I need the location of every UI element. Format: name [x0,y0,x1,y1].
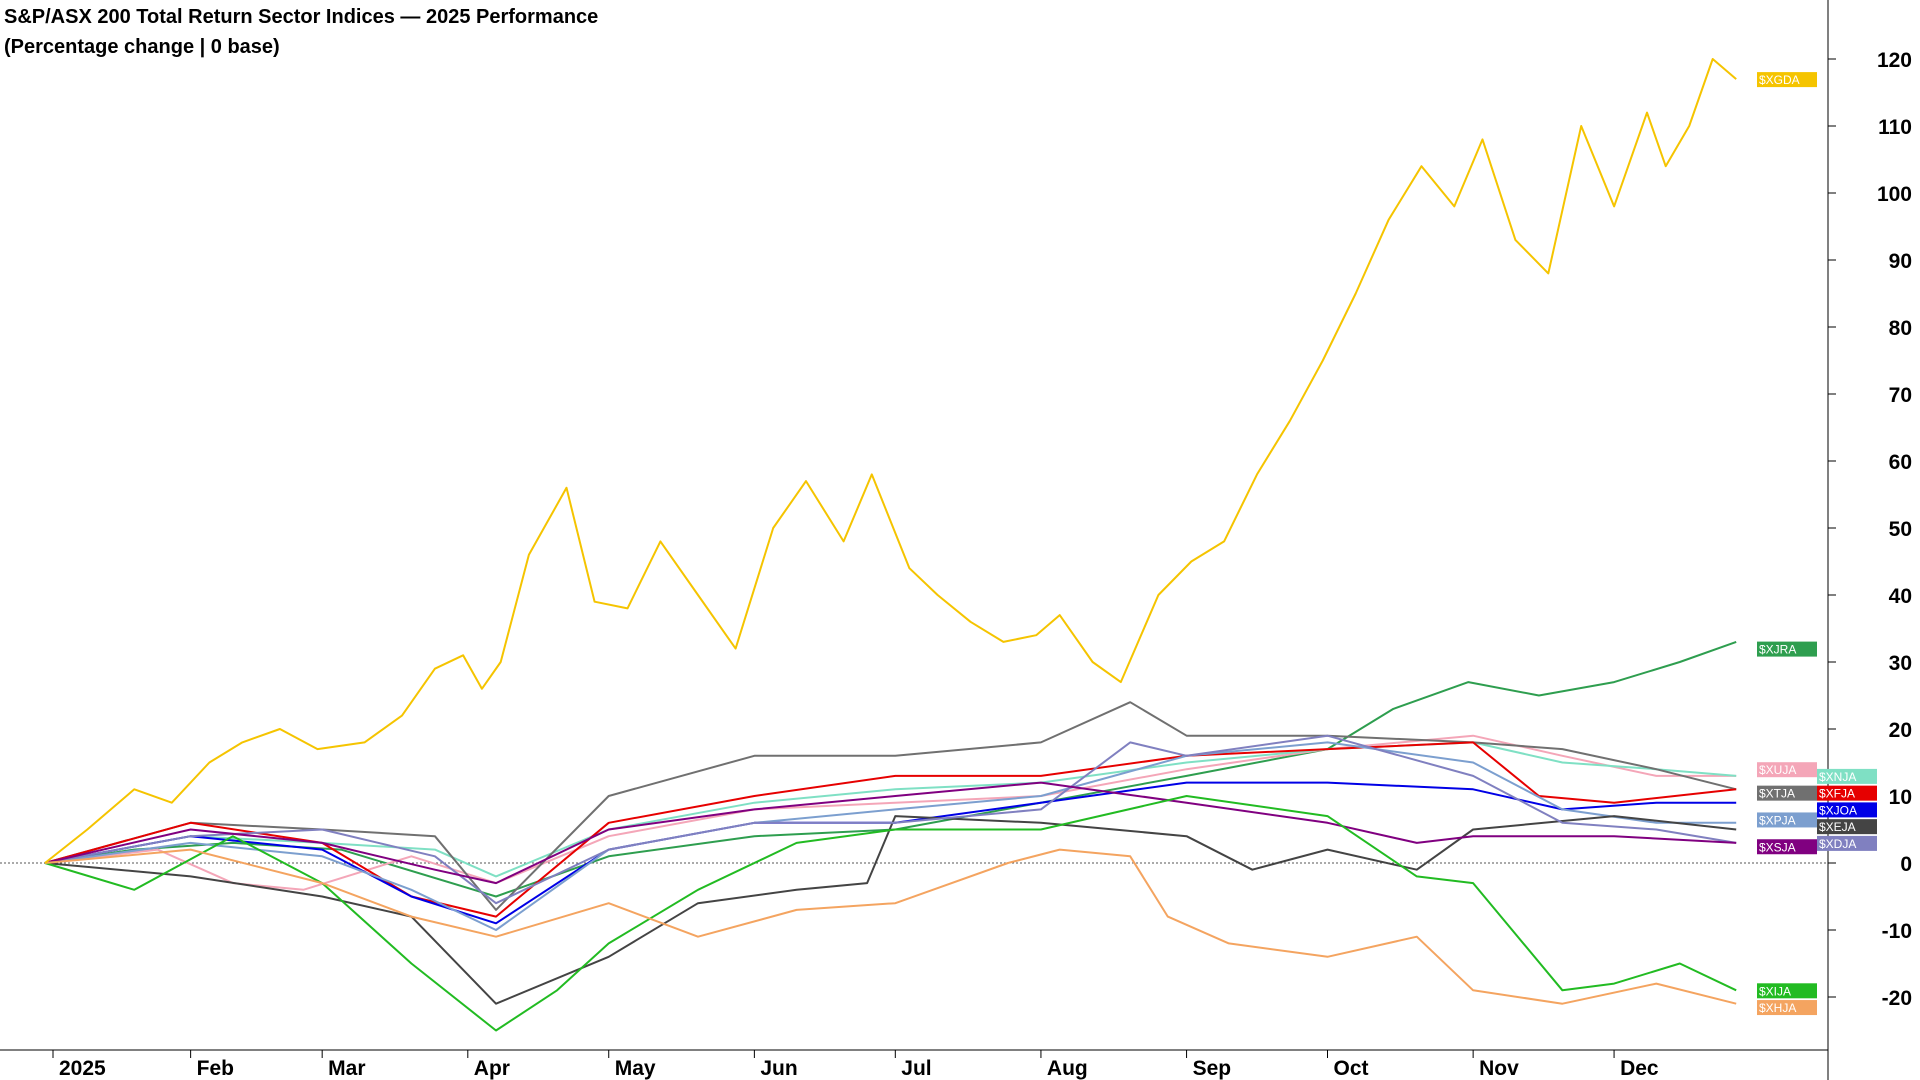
end-tag-box [1817,835,1877,851]
end-tag-label: $XJOA [1819,803,1857,817]
y-tick-label: 60 [1889,451,1912,474]
end-tag-label: $XJRA [1759,643,1796,657]
end-tag-box [1817,819,1877,835]
series-line [44,781,1737,885]
y-tick-label: 70 [1889,384,1912,407]
end-tag-label: $XDJA [1819,837,1856,851]
series-line [44,734,1737,891]
x-tick-label: Nov [1479,1057,1519,1080]
y-tick-label: 80 [1889,317,1912,340]
y-tick-label: -10 [1882,920,1912,943]
series-line [44,741,1737,878]
end-tag-box [1757,762,1817,778]
end-tag-box [1817,802,1877,818]
x-tick-label: Dec [1620,1057,1659,1080]
end-tag-label: $XGDA [1759,73,1800,87]
end-tag-box [1817,785,1877,801]
end-tag-label: $XUJA [1759,763,1796,777]
series-line [44,701,1737,911]
series-line [44,640,1737,898]
y-tick-label: 90 [1889,250,1912,273]
series-line [44,734,1737,905]
end-tag-box [1757,72,1817,88]
end-tag-label: $XSJA [1759,840,1796,854]
series-line [44,848,1737,1005]
series-line [44,741,1737,918]
end-tag-label: $XNJA [1819,770,1856,784]
series-line [44,795,1737,1032]
series-line [44,741,1737,931]
y-tick-label: 0 [1900,853,1912,876]
y-tick-label: -20 [1882,987,1912,1010]
y-tick-label: 30 [1889,652,1912,675]
end-tag-label: $XHJA [1759,1001,1796,1015]
x-tick-label: 2025 [59,1057,106,1080]
x-tick-label: Feb [197,1057,234,1080]
end-tag-box [1757,983,1817,999]
end-tag-box [1757,839,1817,855]
y-tick-label: 40 [1889,585,1912,608]
x-tick-label: Apr [474,1057,510,1080]
x-tick-label: Jun [760,1057,797,1080]
x-tick-label: Mar [328,1057,365,1080]
series-line [44,815,1737,1005]
y-tick-label: 120 [1877,49,1912,72]
end-tag-label: $XEJA [1819,820,1856,834]
chart-title: S&P/ASX 200 Total Return Sector Indices … [4,2,598,62]
x-tick-label: May [615,1057,656,1080]
end-tag-box [1757,812,1817,828]
y-tick-label: 50 [1889,518,1912,541]
series-line [44,58,1737,864]
end-tag-box [1757,641,1817,657]
x-tick-label: Aug [1047,1057,1088,1080]
end-tag-label: $XIJA [1759,984,1791,998]
chart-title-line: S&P/ASX 200 Total Return Sector Indices … [4,6,599,28]
end-tag-label: $XPJA [1759,813,1796,827]
x-tick-label: Jul [901,1057,931,1080]
x-tick-label: Oct [1334,1057,1369,1080]
end-tag-box [1757,1000,1817,1016]
end-tag-box [1757,785,1817,801]
chart-subtitle: (Percentage change | 0 base) [4,36,280,58]
y-tick-label: 20 [1889,719,1912,742]
end-tag-label: $XFJA [1819,787,1855,801]
end-tag-box [1817,768,1877,784]
y-tick-label: 10 [1889,786,1912,809]
end-tag-label: $XTJA [1759,787,1795,801]
end-tags: $XGDA $XJRA $XUJA $XNJA $XTJA $XFJA $XJOA $XPJA… [1757,72,1877,1016]
x-tick-label: Sep [1193,1057,1232,1080]
y-tick-label: 110 [1878,116,1912,139]
y-tick-label: 100 [1877,183,1912,206]
series-lines [44,58,1737,1032]
